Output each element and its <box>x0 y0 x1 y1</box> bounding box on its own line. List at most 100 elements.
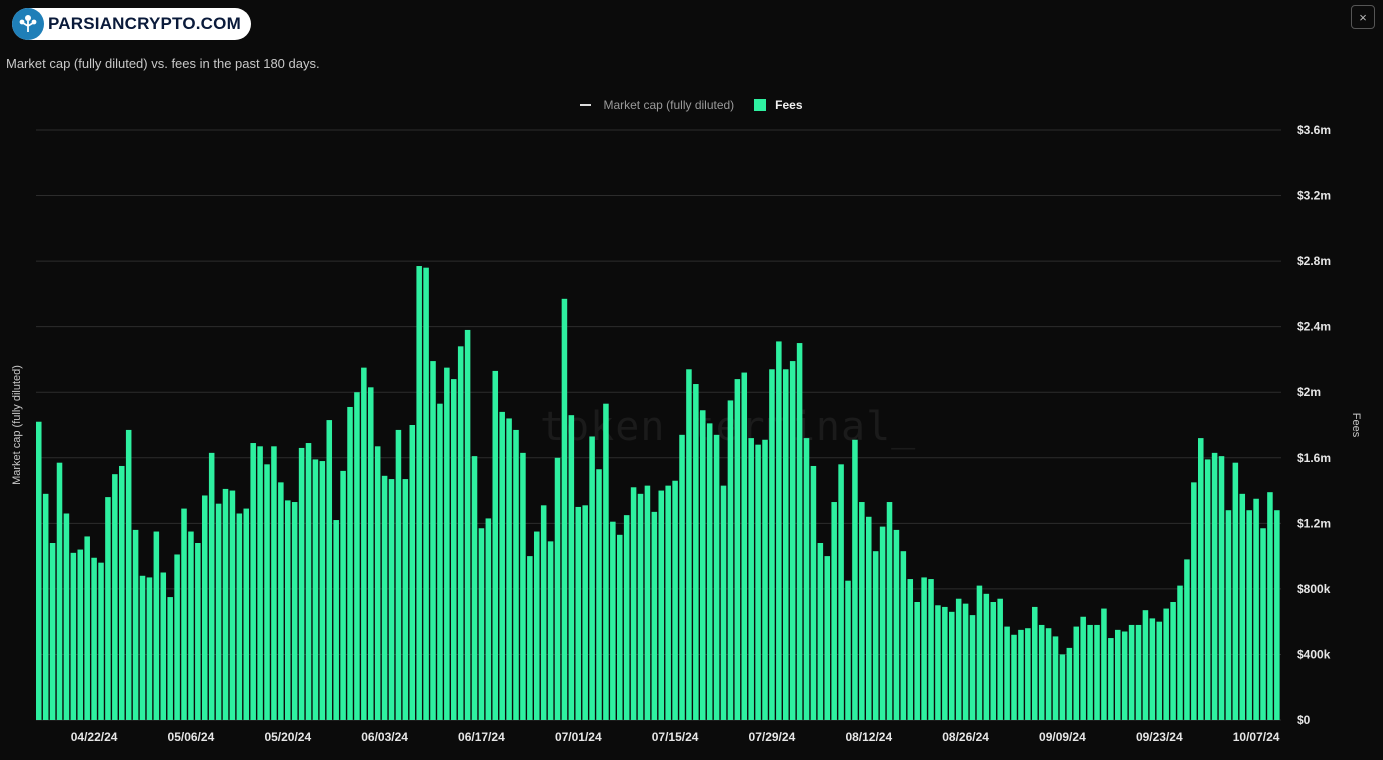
fee-bar[interactable] <box>872 551 879 720</box>
fee-bar[interactable] <box>637 493 644 720</box>
fee-bar[interactable] <box>1066 647 1073 720</box>
fee-bar[interactable] <box>285 500 291 720</box>
fee-bar[interactable] <box>755 444 761 720</box>
fee-bar[interactable] <box>478 528 485 720</box>
fee-bar[interactable] <box>1045 628 1052 720</box>
fee-bar[interactable] <box>831 502 837 720</box>
fee-bar[interactable] <box>520 452 526 720</box>
fee-bar[interactable] <box>817 543 824 720</box>
fee-bar[interactable] <box>1059 654 1066 720</box>
fee-bar[interactable] <box>589 436 595 720</box>
fee-bar[interactable] <box>824 556 831 720</box>
fee-bar[interactable] <box>1149 618 1156 720</box>
fee-bar[interactable] <box>215 503 222 720</box>
fee-bar[interactable] <box>900 551 907 720</box>
fee-bar[interactable] <box>153 531 160 720</box>
fee-bar[interactable] <box>617 534 623 720</box>
fee-bar[interactable] <box>651 511 658 720</box>
legend-item-market-cap[interactable]: Market cap (fully diluted) <box>580 98 734 112</box>
fee-bar[interactable] <box>119 465 125 720</box>
legend-item-fees[interactable]: Fees <box>754 98 803 112</box>
fee-bar[interactable] <box>464 329 471 720</box>
fee-bar[interactable] <box>188 531 194 720</box>
fee-bar[interactable] <box>796 343 803 720</box>
fee-bar[interactable] <box>907 579 914 720</box>
fee-bar[interactable] <box>672 480 678 720</box>
fee-bar[interactable] <box>955 598 962 720</box>
fee-bar[interactable] <box>914 602 920 720</box>
fee-bar[interactable] <box>1267 492 1273 720</box>
fee-bar[interactable] <box>720 485 727 720</box>
fee-bar[interactable] <box>91 557 97 720</box>
fee-bar[interactable] <box>105 497 111 720</box>
fee-bar[interactable] <box>596 469 602 720</box>
fee-bar[interactable] <box>990 602 997 720</box>
fee-bar[interactable] <box>741 372 748 720</box>
fee-bar[interactable] <box>1184 559 1190 720</box>
fee-bar[interactable] <box>1191 482 1197 720</box>
fee-bar[interactable] <box>665 485 671 720</box>
fee-bar[interactable] <box>1018 629 1024 720</box>
fee-bar[interactable] <box>859 502 865 720</box>
fee-bar[interactable] <box>921 577 927 720</box>
fee-bar[interactable] <box>1080 616 1086 720</box>
fee-bar[interactable] <box>243 508 250 720</box>
fee-bar[interactable] <box>84 536 90 720</box>
fee-bar[interactable] <box>623 515 630 720</box>
fee-bar[interactable] <box>1032 606 1038 720</box>
fee-bar[interactable] <box>630 487 637 720</box>
fee-bar[interactable] <box>734 379 741 720</box>
fee-bar[interactable] <box>374 446 381 720</box>
fee-bar[interactable] <box>845 580 851 720</box>
fee-bar[interactable] <box>195 543 201 720</box>
fee-bar[interactable] <box>935 605 941 720</box>
fee-bar[interactable] <box>1177 585 1183 720</box>
fee-bar[interactable] <box>1156 621 1163 720</box>
fee-bar[interactable] <box>603 403 609 720</box>
fee-bar[interactable] <box>457 346 464 720</box>
fee-bar[interactable] <box>437 403 443 720</box>
fee-bar[interactable] <box>63 513 70 721</box>
fee-bar[interactable] <box>229 490 236 720</box>
fee-bar[interactable] <box>727 400 734 720</box>
fee-bar[interactable] <box>208 452 215 720</box>
fee-bar[interactable] <box>783 369 789 720</box>
fee-bar[interactable] <box>222 488 229 720</box>
fee-bar[interactable] <box>1087 624 1093 720</box>
fee-bar[interactable] <box>1260 528 1266 720</box>
fee-bar[interactable] <box>540 505 547 720</box>
fee-bar[interactable] <box>395 429 402 720</box>
fee-bar[interactable] <box>1135 624 1142 720</box>
fee-bar[interactable] <box>312 459 319 720</box>
fee-bar[interactable] <box>271 446 277 720</box>
fee-bar[interactable] <box>416 266 422 720</box>
fee-bar[interactable] <box>388 479 395 720</box>
fee-bar[interactable] <box>326 420 333 720</box>
fee-bar[interactable] <box>381 475 388 720</box>
fee-bar[interactable] <box>506 418 512 720</box>
fee-bar[interactable] <box>49 543 56 720</box>
fee-bar[interactable] <box>949 611 955 720</box>
fee-bar[interactable] <box>132 529 139 720</box>
fee-bar[interactable] <box>997 598 1003 720</box>
fee-bar[interactable] <box>1211 452 1218 720</box>
fee-bar[interactable] <box>340 470 346 720</box>
fee-bar[interactable] <box>547 541 554 720</box>
fee-bar[interactable] <box>1073 626 1080 720</box>
fee-bar[interactable] <box>513 429 519 720</box>
fee-bar[interactable] <box>976 585 983 720</box>
fee-bar[interactable] <box>354 392 360 720</box>
fee-bar[interactable] <box>1253 498 1259 720</box>
fee-bar[interactable] <box>942 606 948 720</box>
fee-bar[interactable] <box>568 415 575 720</box>
fee-bar[interactable] <box>700 410 706 720</box>
fee-bar[interactable] <box>762 439 768 720</box>
fee-bar[interactable] <box>1128 624 1135 720</box>
fee-bar[interactable] <box>361 367 367 720</box>
fee-bar[interactable] <box>36 421 42 720</box>
fee-bar[interactable] <box>866 516 872 720</box>
fee-bar[interactable] <box>928 579 934 720</box>
fee-bar[interactable] <box>444 367 450 720</box>
fee-bar[interactable] <box>969 615 976 720</box>
fee-bar[interactable] <box>838 464 844 720</box>
